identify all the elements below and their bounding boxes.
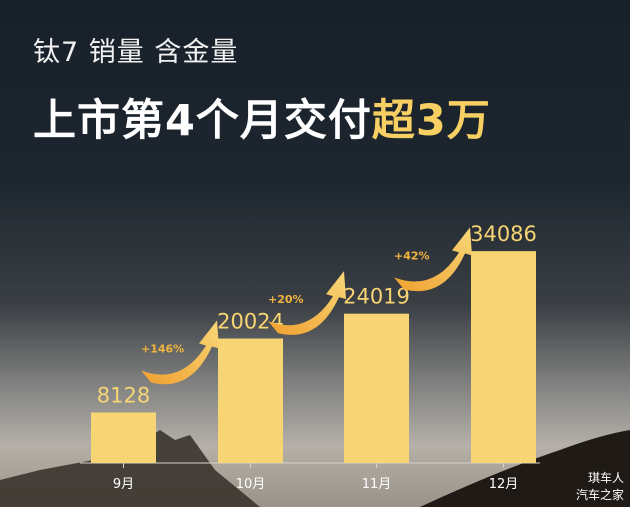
watermark-line2: 汽车之家 xyxy=(575,488,624,502)
x-tick-label: 10月 xyxy=(236,477,266,492)
mountain-left xyxy=(0,430,260,507)
growth-label: +146% xyxy=(141,343,184,356)
x-tick-label: 11月 xyxy=(362,477,392,492)
data-label: 34086 xyxy=(470,222,537,246)
x-tick-label: 12月 xyxy=(489,477,519,492)
bar-9月 xyxy=(91,412,156,463)
growth-label: +20% xyxy=(268,293,304,306)
title-main: 上市第4个月交付 xyxy=(33,96,372,146)
watermark-line1: 琪车人 xyxy=(587,471,624,485)
mountain-right xyxy=(420,430,630,507)
growth-arrow-icon xyxy=(141,320,219,385)
growth-arrow-icon xyxy=(394,227,472,292)
x-tick-label: 9月 xyxy=(113,477,134,492)
data-label: 8128 xyxy=(97,383,150,407)
bar-11月 xyxy=(344,313,409,463)
page-title: 上市第4个月交付超3万 xyxy=(33,86,491,148)
watermark: 琪车人汽车之家 xyxy=(576,470,624,504)
subtitle: 钛7 销量 含金量 xyxy=(33,37,239,68)
data-label: 24019 xyxy=(343,285,410,309)
bar-10月 xyxy=(218,338,283,463)
data-label: 20024 xyxy=(217,310,284,334)
bar-12月 xyxy=(471,251,536,463)
growth-arrow-icon xyxy=(268,271,346,335)
growth-label: +42% xyxy=(394,249,430,262)
title-highlight: 超3万 xyxy=(371,96,491,146)
